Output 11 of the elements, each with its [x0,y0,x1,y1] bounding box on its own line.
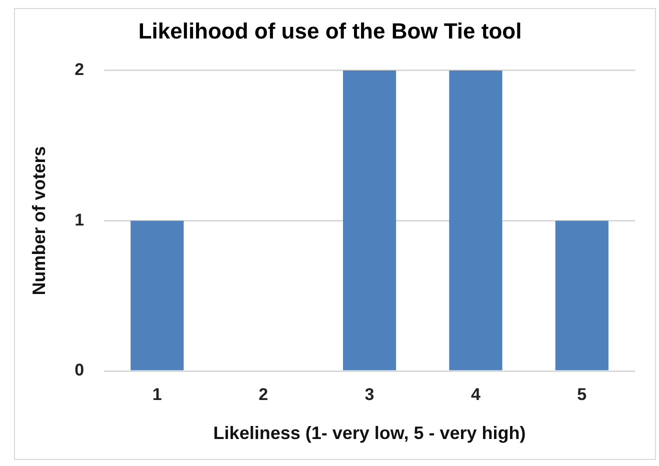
y-tick-label: 1 [74,210,84,230]
y-tick-label: 0 [74,360,84,380]
chart-title: Likelihood of use of the Bow Tie tool [138,18,522,44]
x-tick-label: 3 [364,384,374,404]
x-tick-label: 5 [577,384,587,404]
y-axis-title: Number of voters [28,146,49,296]
x-axis-title: Likeliness (1- very low, 5 - very high) [213,423,526,444]
y-tick-label: 2 [74,60,84,80]
x-tick-label: 1 [152,384,162,404]
x-tick-label: 4 [470,384,481,404]
x-tick-label: 2 [258,384,268,404]
